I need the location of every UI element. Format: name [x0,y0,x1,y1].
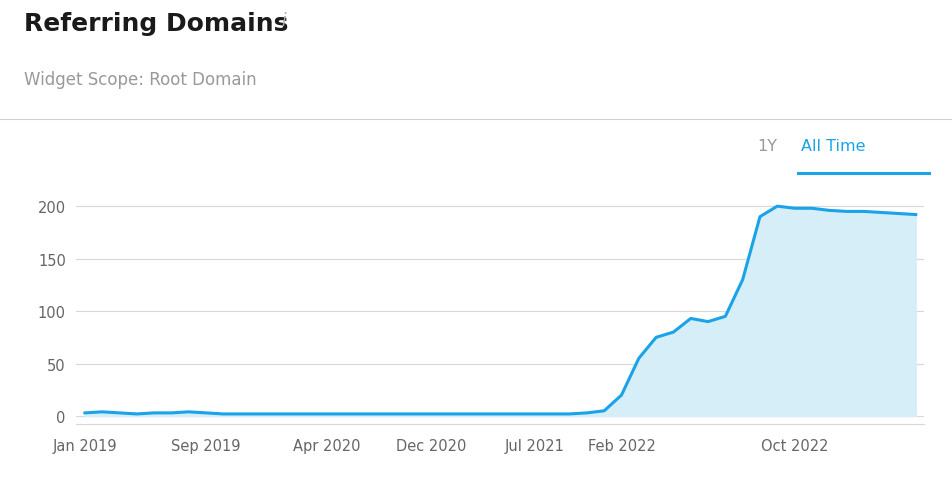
Text: i: i [281,12,286,30]
Text: Widget Scope: Root Domain: Widget Scope: Root Domain [24,71,256,89]
Text: 1Y: 1Y [757,139,777,154]
Text: Referring Domains: Referring Domains [24,12,288,36]
Text: All Time: All Time [800,139,864,154]
